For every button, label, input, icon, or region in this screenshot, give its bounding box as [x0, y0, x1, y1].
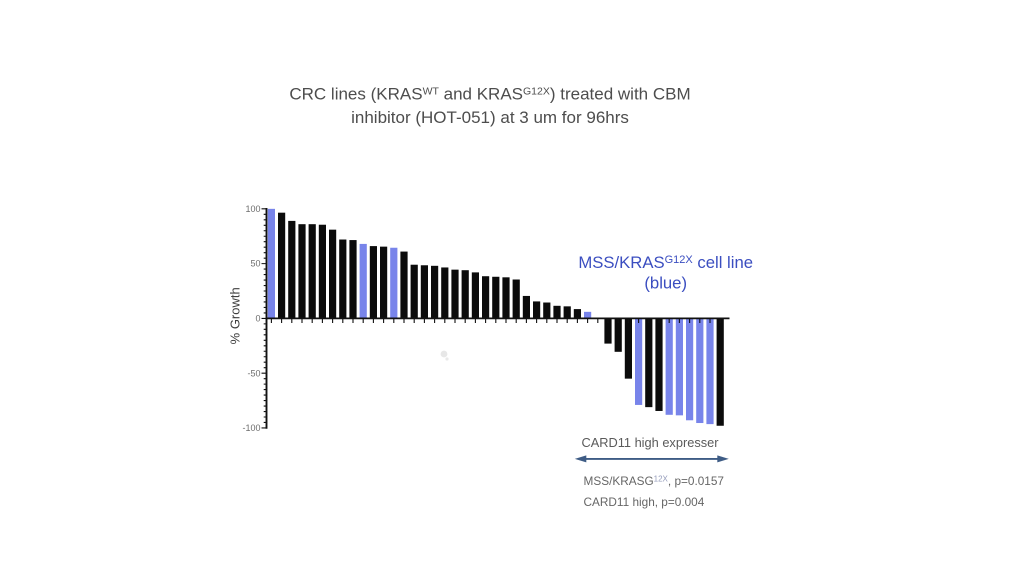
svg-text:0: 0: [255, 314, 260, 324]
svg-text:(blue): (blue): [644, 273, 687, 292]
svg-text:-50: -50: [247, 368, 260, 378]
svg-text:-100: -100: [242, 423, 260, 433]
svg-text:MSS/KRASG12X, p=0.0157: MSS/KRASG12X, p=0.0157: [584, 474, 724, 488]
svg-text:50: 50: [250, 259, 260, 269]
svg-text:% Growth: % Growth: [228, 287, 243, 344]
svg-text:100: 100: [245, 204, 260, 214]
svg-text:CARD11 high expresser: CARD11 high expresser: [581, 435, 719, 450]
svg-text:inhibitor (HOT-051) at 3 um fo: inhibitor (HOT-051) at 3 um for 96hrs: [351, 108, 629, 127]
svg-text:CARD11 high, p=0.004: CARD11 high, p=0.004: [584, 495, 705, 509]
svg-text:MSS/KRASG12X cell line: MSS/KRASG12X cell line: [578, 253, 753, 272]
svg-text:CRC lines (KRASWT and KRASG12X: CRC lines (KRASWT and KRASG12X) treated …: [289, 85, 690, 104]
